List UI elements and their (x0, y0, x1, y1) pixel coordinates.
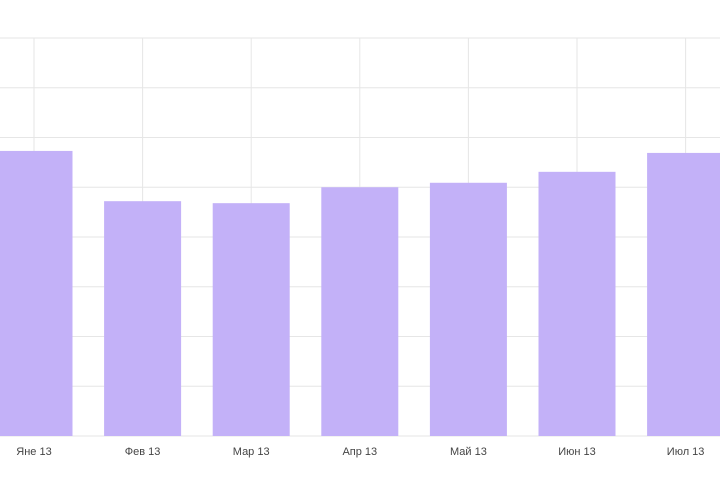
x-tick-label: Мар 13 (233, 446, 270, 458)
bar (647, 152, 720, 437)
x-tick-label: Фев 13 (125, 446, 161, 458)
x-tick-label: Июл 13 (667, 446, 705, 458)
bar (0, 150, 73, 436)
bar (104, 201, 182, 436)
bar (429, 182, 507, 436)
x-tick-label: Июн 13 (558, 446, 596, 458)
bar (538, 171, 616, 436)
x-tick-label: Апр 13 (342, 446, 377, 458)
x-tick-label: Май 13 (450, 446, 487, 458)
bar (212, 203, 290, 436)
x-tick-label: Яне 13 (16, 446, 51, 458)
bar (321, 187, 399, 436)
